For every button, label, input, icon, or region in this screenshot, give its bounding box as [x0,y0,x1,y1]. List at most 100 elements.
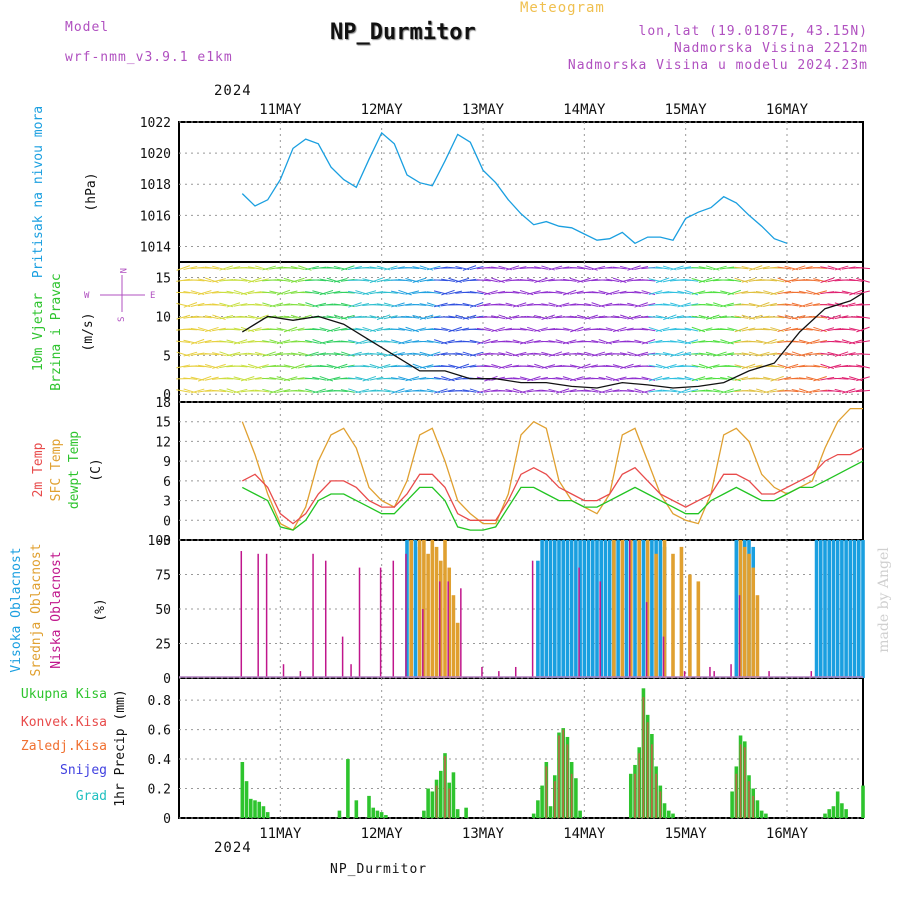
wind-barb [734,326,749,333]
wind-barb [476,388,491,394]
wind-barb [247,376,262,381]
wind-barb [376,303,391,307]
wind-barb [176,340,191,344]
wind-barb [498,303,513,307]
mid-cloud-bar [628,540,633,678]
wind-barb [755,291,770,295]
wind-barb [255,265,269,271]
wind-barb [641,290,656,296]
low-cloud-bar [578,567,580,678]
wind-barb [398,289,412,296]
wind-barb [691,326,706,333]
wind-barb [627,314,641,320]
conv-precip-bar [566,744,569,818]
wind-barb [269,352,284,357]
wind-barb [254,340,269,343]
wind-barb [333,314,348,320]
wind-barb [290,266,305,270]
wind-barb [448,277,462,283]
total-precip-bar [540,785,544,818]
wind-barb [605,316,620,319]
precip-label-4: Snijeg [60,763,107,778]
wind-barb [483,389,498,393]
wind-barb [813,326,827,333]
wind-barb [562,303,577,307]
wind-barb [197,316,212,319]
y-tick-label: 1018 [140,178,171,193]
wind-barb [698,376,713,381]
wind-barb [426,377,441,380]
wind-barb [319,303,334,307]
wind-barb [541,303,556,307]
high-cloud-bar [658,540,663,678]
conv-precip-bar [642,697,645,818]
high-cloud-bar [818,540,823,678]
wind-barb [770,290,784,296]
wind-barb [712,339,727,344]
wind-barb [519,303,534,307]
wind-barb [541,265,555,271]
wind-barb [748,389,763,393]
mid-cloud-bar [443,540,447,678]
wind-barb [569,315,584,319]
y-tick-label: 5 [163,349,171,364]
wind-barb [433,352,448,356]
total-precip-bar [531,813,536,818]
low-cloud-bar [709,666,711,678]
wind-barb [691,376,706,382]
wind-barb [777,352,792,356]
wind-barb [326,290,341,295]
wind-barb [820,304,835,306]
high-cloud-bar [405,540,409,678]
wind-barb [712,377,727,380]
wind-barb [462,278,477,282]
wind-barb [727,278,742,283]
high-cloud-bar [561,540,566,678]
wind-barb [290,277,305,283]
wind-barb [555,352,570,357]
wind-barb [312,302,327,308]
wind-barb [576,266,591,270]
wind-barb [290,377,305,381]
wind-barb [619,390,634,392]
wind-barb [770,278,785,283]
wind-barb [777,266,792,270]
wind-barb [569,340,584,344]
wind-barb [705,278,720,283]
wind-barb [748,265,763,271]
y-tick-label: 15 [155,272,171,287]
high-cloud-bar [595,540,599,678]
wind-barb [305,291,320,295]
wind-barb [856,277,870,283]
day-label-bottom: 16MAY [766,826,809,842]
wind-barb [426,302,441,308]
wind-barb [763,338,777,345]
wind-barb [269,302,284,308]
conv-precip-bar [739,744,742,818]
mid-cloud-bar [654,553,658,678]
wind-barb [333,390,348,392]
wind-barb [204,290,219,295]
conv-precip-bar [553,781,556,818]
wind-barb [705,328,720,331]
wind-barb [390,328,405,331]
mid-cloud-bar [637,540,642,678]
wind-barb [383,265,398,271]
wind-barb [555,376,570,381]
wind-barb [491,326,505,333]
precip-label-2: Konvek.Kisa [21,715,107,730]
wind-label-1: 10m Vjetar [31,293,46,371]
wind-barb [176,265,190,271]
wind-barb [512,315,527,319]
wind-barb [255,364,269,369]
wind-barb [312,266,327,270]
wind-barb [849,376,863,382]
wind-barb [376,363,391,369]
high-cloud-bar [536,560,540,678]
low-cloud-bar [810,671,813,678]
wind-barb [176,364,191,369]
wind-barb [698,363,713,370]
wind-barb [455,303,470,307]
wind-barb [619,352,634,356]
wind-barb [641,302,656,307]
